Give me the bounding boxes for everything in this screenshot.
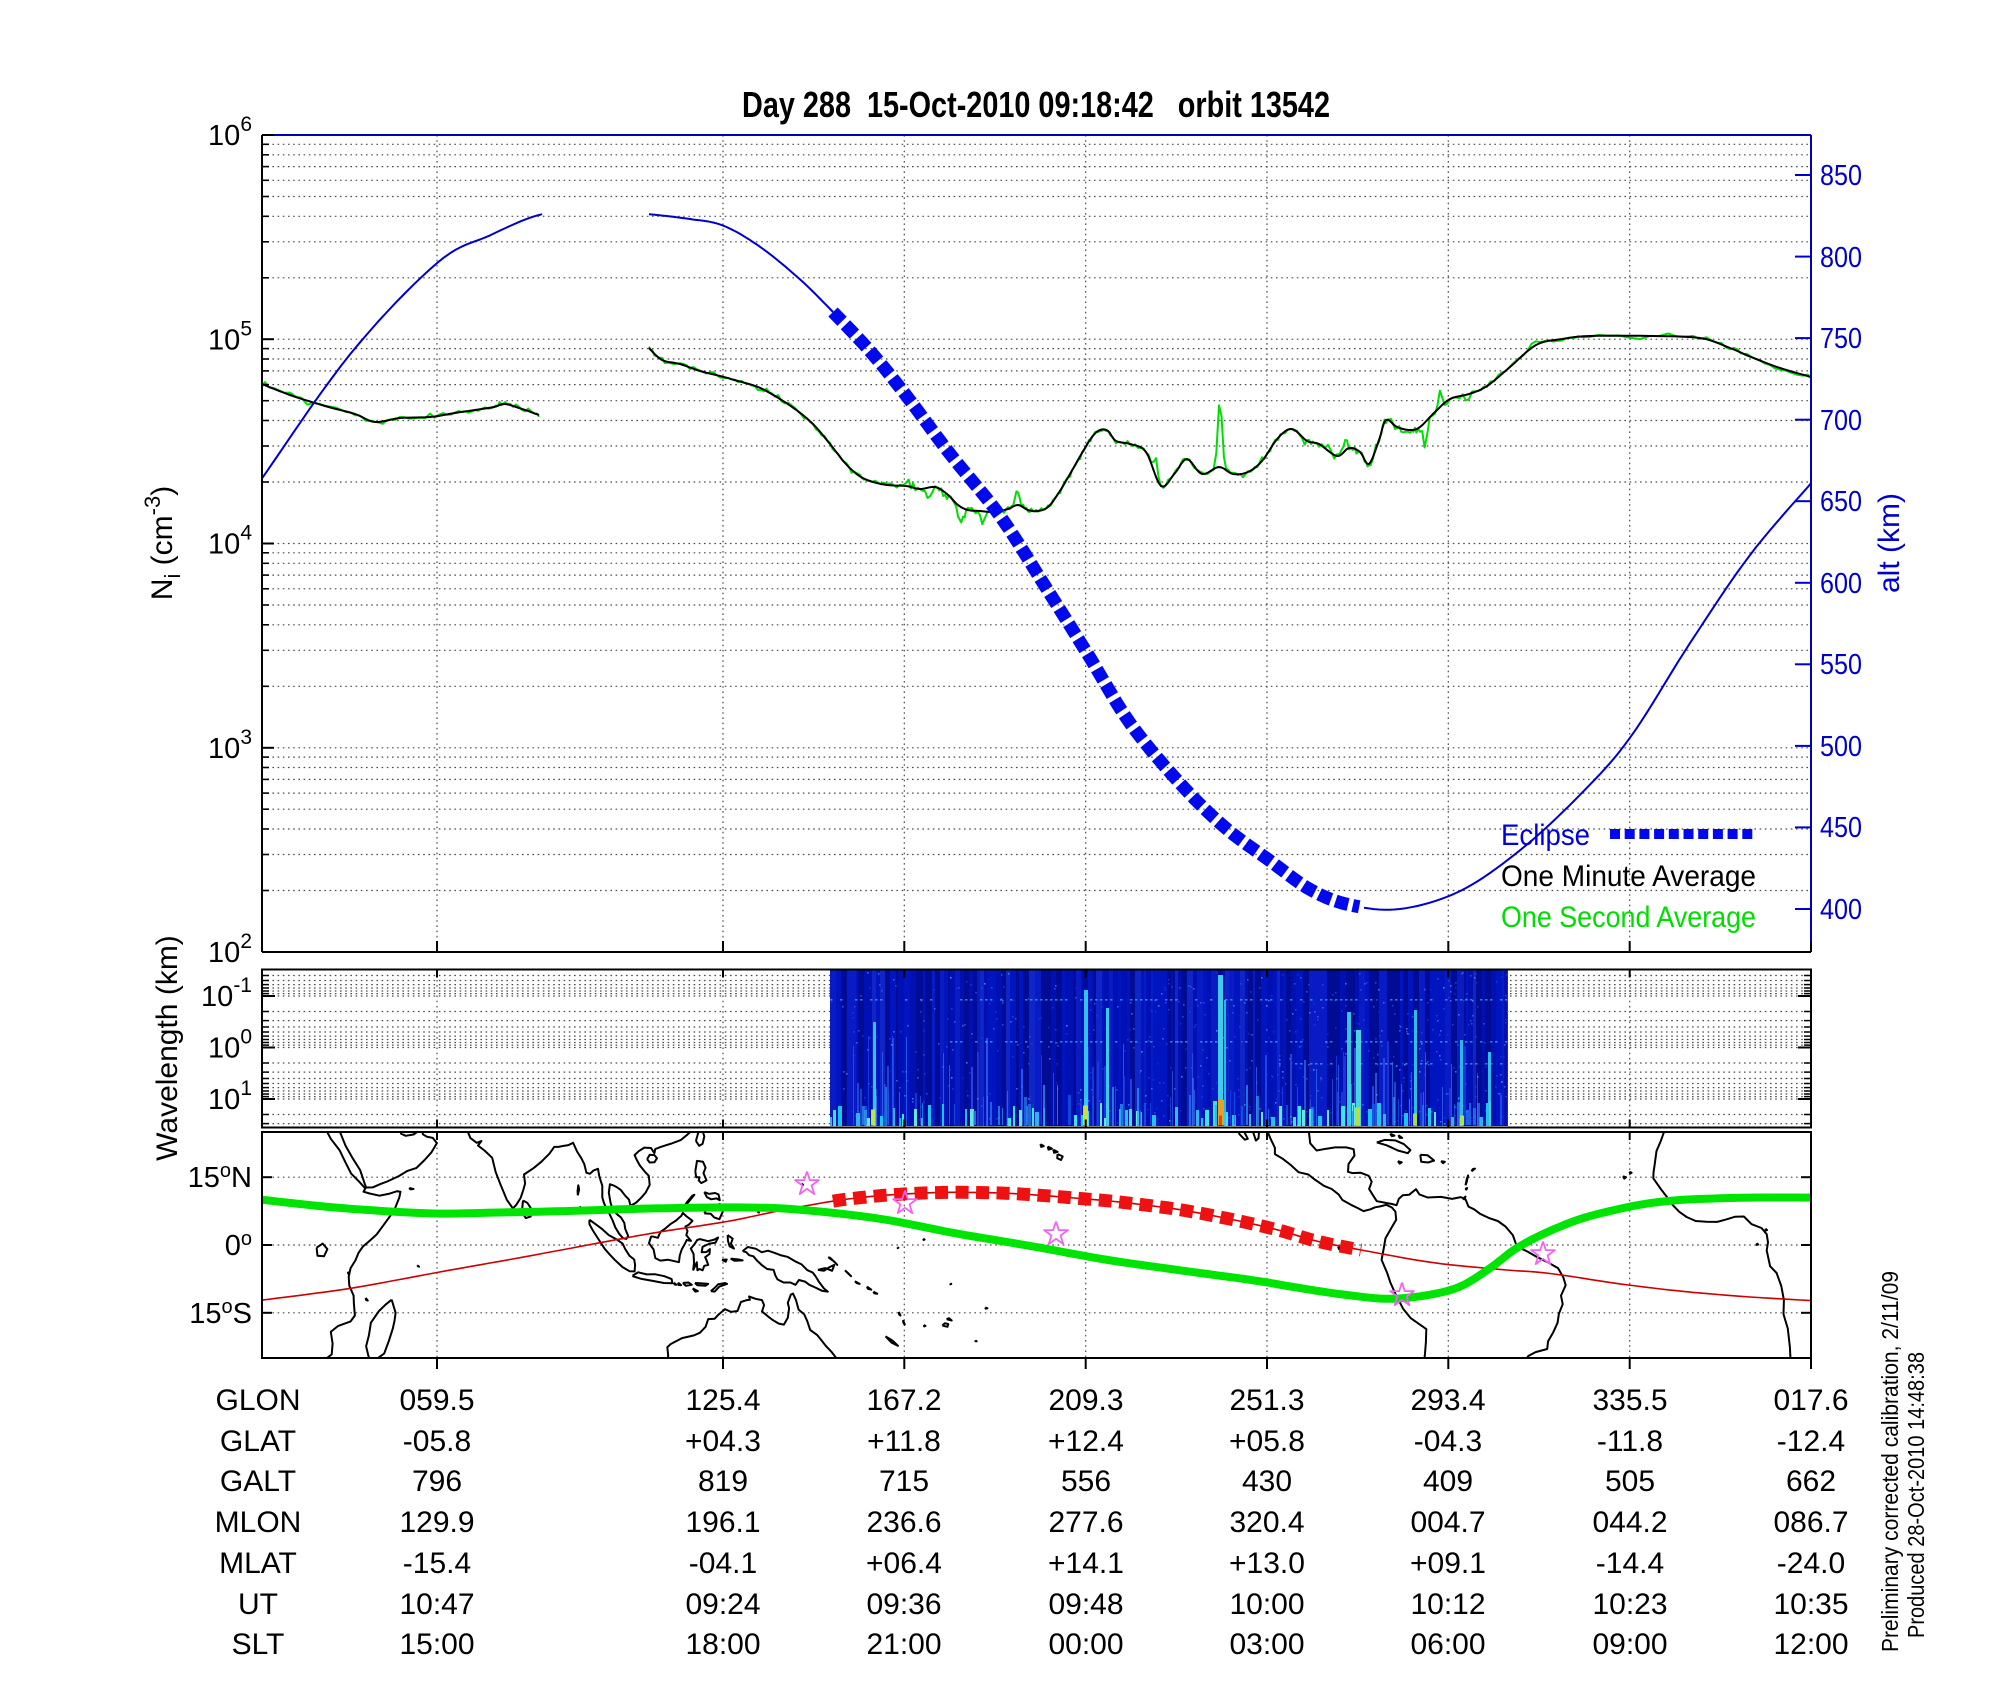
svg-text:-15.4: -15.4 — [403, 1547, 471, 1580]
svg-text:196.1: 196.1 — [685, 1506, 760, 1539]
svg-text:819: 819 — [698, 1465, 748, 1498]
svg-text:-24.0: -24.0 — [1777, 1547, 1845, 1580]
svg-text:15oS: 15oS — [189, 1296, 252, 1330]
svg-text:+14.1: +14.1 — [1048, 1547, 1124, 1580]
svg-text:10:23: 10:23 — [1592, 1588, 1667, 1621]
svg-text:One Minute Average: One Minute Average — [1501, 860, 1756, 893]
svg-text:GLON: GLON — [215, 1384, 300, 1417]
svg-text:09:24: 09:24 — [685, 1588, 760, 1621]
svg-text:10:00: 10:00 — [1229, 1588, 1304, 1621]
svg-text:209.3: 209.3 — [1048, 1384, 1123, 1417]
svg-text:550: 550 — [1820, 649, 1862, 681]
svg-text:556: 556 — [1061, 1465, 1111, 1498]
svg-text:650: 650 — [1820, 486, 1862, 518]
svg-text:251.3: 251.3 — [1229, 1384, 1304, 1417]
svg-text:09:48: 09:48 — [1048, 1588, 1123, 1621]
svg-text:750: 750 — [1820, 323, 1862, 355]
svg-text:15oN: 15oN — [188, 1160, 252, 1194]
svg-text:044.2: 044.2 — [1592, 1506, 1667, 1539]
svg-text:236.6: 236.6 — [866, 1506, 941, 1539]
svg-text:320.4: 320.4 — [1229, 1506, 1304, 1539]
svg-text:+06.4: +06.4 — [866, 1547, 942, 1580]
svg-text:06:00: 06:00 — [1410, 1628, 1485, 1661]
svg-text:+11.8: +11.8 — [867, 1425, 941, 1458]
svg-text:09:00: 09:00 — [1592, 1628, 1667, 1661]
svg-text:+05.8: +05.8 — [1229, 1425, 1305, 1458]
svg-text:850: 850 — [1820, 160, 1862, 192]
svg-text:600: 600 — [1820, 568, 1862, 600]
svg-text:SLT: SLT — [232, 1628, 285, 1661]
svg-text:10:35: 10:35 — [1773, 1588, 1848, 1621]
svg-text:21:00: 21:00 — [866, 1628, 941, 1661]
svg-text:500: 500 — [1820, 731, 1862, 763]
svg-text:505: 505 — [1605, 1465, 1655, 1498]
svg-text:-14.4: -14.4 — [1596, 1547, 1664, 1580]
svg-text:430: 430 — [1242, 1465, 1292, 1498]
svg-text:Preliminary corrected calibrat: Preliminary corrected calibration, 2/11/… — [1877, 1271, 1903, 1652]
svg-text:00:00: 00:00 — [1048, 1628, 1123, 1661]
svg-text:167.2: 167.2 — [866, 1384, 941, 1417]
svg-text:+09.1: +09.1 — [1410, 1547, 1486, 1580]
svg-text:10:47: 10:47 — [399, 1588, 474, 1621]
svg-text:017.6: 017.6 — [1773, 1384, 1848, 1417]
svg-text:+13.0: +13.0 — [1229, 1547, 1305, 1580]
svg-text:059.5: 059.5 — [399, 1384, 474, 1417]
svg-text:12:00: 12:00 — [1773, 1628, 1848, 1661]
svg-text:662: 662 — [1786, 1465, 1836, 1498]
svg-text:004.7: 004.7 — [1410, 1506, 1485, 1539]
svg-text:09:36: 09:36 — [866, 1588, 941, 1621]
svg-text:400: 400 — [1820, 894, 1862, 926]
svg-text:086.7: 086.7 — [1773, 1506, 1848, 1539]
svg-text:409: 409 — [1423, 1465, 1473, 1498]
svg-text:MLAT: MLAT — [219, 1547, 297, 1580]
svg-text:293.4: 293.4 — [1410, 1384, 1485, 1417]
svg-text:GLAT: GLAT — [220, 1425, 296, 1458]
svg-text:-12.4: -12.4 — [1777, 1425, 1845, 1458]
svg-text:MLON: MLON — [215, 1506, 302, 1539]
svg-text:335.5: 335.5 — [1592, 1384, 1667, 1417]
svg-text:800: 800 — [1820, 242, 1862, 274]
svg-text:+12.4: +12.4 — [1048, 1425, 1124, 1458]
svg-text:129.9: 129.9 — [399, 1506, 474, 1539]
svg-text:Produced 28-Oct-2010 14:48:38: Produced 28-Oct-2010 14:48:38 — [1903, 1352, 1929, 1638]
svg-text:277.6: 277.6 — [1048, 1506, 1123, 1539]
svg-text:Day 288 15-Oct-2010 09:18:42: Day 288 15-Oct-2010 09:18:42 orbit 13542 — [742, 84, 1330, 125]
svg-text:Eclipse: Eclipse — [1501, 819, 1590, 852]
svg-text:18:00: 18:00 — [685, 1628, 760, 1661]
svg-text:GALT: GALT — [220, 1465, 296, 1498]
svg-text:700: 700 — [1820, 405, 1862, 437]
svg-text:-05.8: -05.8 — [403, 1425, 471, 1458]
svg-text:15:00: 15:00 — [399, 1628, 474, 1661]
svg-text:One Second Average: One Second Average — [1501, 901, 1756, 934]
svg-text:-04.3: -04.3 — [1414, 1425, 1482, 1458]
svg-text:715: 715 — [879, 1465, 929, 1498]
svg-text:+04.3: +04.3 — [685, 1425, 761, 1458]
svg-text:03:00: 03:00 — [1229, 1628, 1304, 1661]
svg-text:450: 450 — [1820, 812, 1862, 844]
svg-text:-04.1: -04.1 — [689, 1547, 757, 1580]
svg-text:UT: UT — [238, 1588, 278, 1621]
svg-text:Wavelength (km): Wavelength (km) — [151, 935, 184, 1161]
svg-text:125.4: 125.4 — [685, 1384, 760, 1417]
svg-text:alt (km): alt (km) — [1873, 493, 1906, 593]
svg-text:796: 796 — [412, 1465, 462, 1498]
svg-text:-11.8: -11.8 — [1597, 1425, 1663, 1458]
svg-text:10:12: 10:12 — [1410, 1588, 1485, 1621]
